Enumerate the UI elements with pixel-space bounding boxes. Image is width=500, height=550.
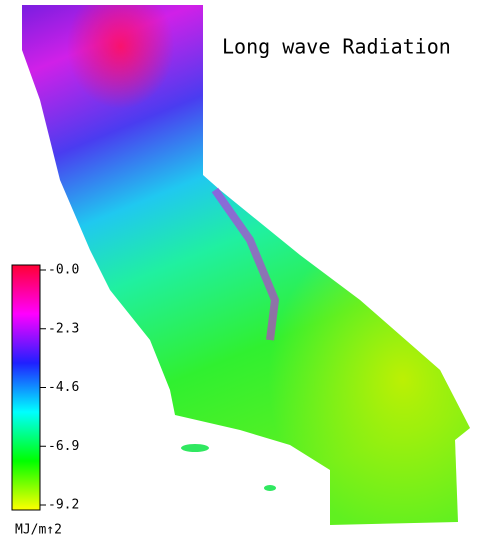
colorbar-tick-label: -0.0: [48, 263, 79, 278]
colorbar-tick-label: -2.3: [48, 321, 79, 336]
colorbar: -0.0 -2.3 -4.6 -6.9 -9.2: [11, 263, 79, 513]
sierra-ridge: [211, 187, 280, 341]
colorbar-tick-label: -6.9: [48, 439, 79, 454]
colorbar-tick-label: -9.2: [48, 498, 79, 513]
colorbar-scale: [11, 264, 41, 511]
mountain-region: [22, 5, 470, 525]
map-title: Long wave Radiation: [222, 35, 451, 59]
colorbar-unit: MJ/m↑2: [15, 523, 62, 538]
california-map: [22, 5, 470, 525]
colorbar-tick-label: -4.6: [48, 380, 79, 395]
island: [181, 444, 209, 452]
island: [264, 485, 276, 491]
